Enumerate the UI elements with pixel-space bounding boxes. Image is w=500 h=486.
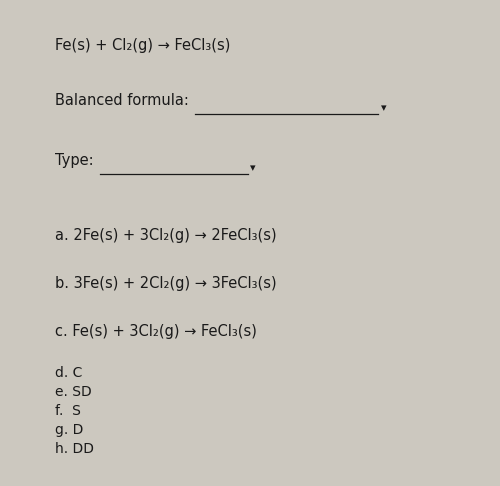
Text: d. C: d. C — [55, 366, 82, 380]
Text: Balanced formula:: Balanced formula: — [55, 93, 189, 108]
Text: Fe(s) + Cl₂(g) → FeCl₃(s): Fe(s) + Cl₂(g) → FeCl₃(s) — [55, 38, 231, 53]
Text: Type:: Type: — [55, 153, 94, 168]
Text: ▾: ▾ — [250, 163, 256, 173]
Text: a. 2Fe(s) + 3Cl₂(g) → 2FeCl₃(s): a. 2Fe(s) + 3Cl₂(g) → 2FeCl₃(s) — [55, 228, 276, 243]
Text: ▾: ▾ — [381, 103, 386, 113]
Text: b. 3Fe(s) + 2Cl₂(g) → 3FeCl₃(s): b. 3Fe(s) + 2Cl₂(g) → 3FeCl₃(s) — [55, 276, 276, 291]
Text: f.  S: f. S — [55, 404, 81, 418]
Text: h. DD: h. DD — [55, 442, 94, 456]
Text: c. Fe(s) + 3Cl₂(g) → FeCl₃(s): c. Fe(s) + 3Cl₂(g) → FeCl₃(s) — [55, 324, 257, 339]
Text: e. SD: e. SD — [55, 385, 92, 399]
Text: g. D: g. D — [55, 423, 84, 437]
